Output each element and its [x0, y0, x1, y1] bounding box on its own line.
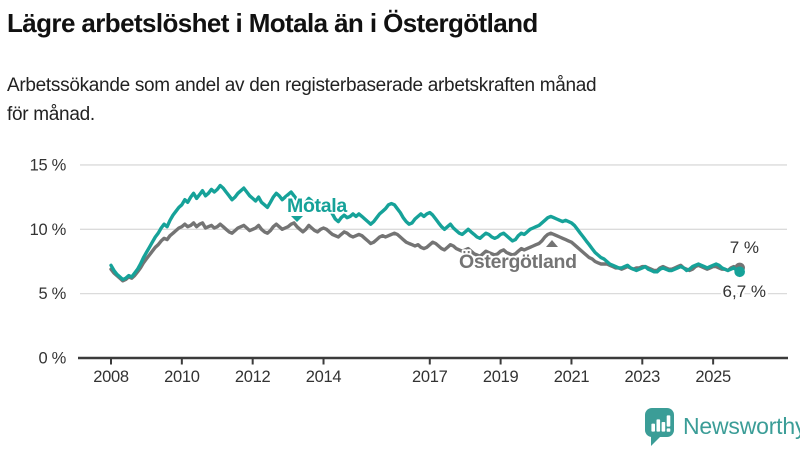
- x-tick-label: 2014: [306, 368, 342, 386]
- chart-subtitle: Arbetssökande som andel av den registerb…: [7, 75, 597, 125]
- x-tick-label: 2012: [235, 368, 271, 386]
- newsworthy-icon: [645, 408, 674, 446]
- x-tick-label: 2010: [164, 368, 200, 386]
- series-label: Motala: [287, 195, 347, 217]
- series-label-pointer: [546, 240, 558, 247]
- series-end-value-label: 7 %: [730, 238, 759, 257]
- chart-title: Lägre arbetslöshet i Motala än i Östergö…: [7, 8, 538, 38]
- x-tick-label: 2023: [625, 368, 661, 386]
- series-line-ostergotland: [109, 221, 742, 283]
- series-label: Östergötland: [459, 250, 577, 273]
- x-tick-label: 2025: [695, 368, 731, 386]
- x-tick-label: 2019: [483, 368, 519, 386]
- series-label-pointer: [291, 216, 303, 222]
- y-tick-label: 0 %: [38, 350, 66, 368]
- logo-bubble-tail: [651, 436, 661, 446]
- y-tick-label: 15 %: [30, 156, 67, 174]
- x-tick-label: 2008: [93, 368, 129, 386]
- x-tick-label: 2017: [412, 368, 448, 386]
- logo-bars: [651, 419, 666, 432]
- series-line-motala: [109, 183, 742, 282]
- newsworthy-wordmark: Newsworthy: [683, 413, 800, 439]
- y-tick-label: 10 %: [30, 221, 67, 239]
- newsworthy-logo: Newsworthy: [644, 406, 800, 447]
- series-end-dot: [734, 266, 745, 278]
- logo-exclamation: [666, 415, 671, 432]
- y-tick-label: 5 %: [38, 285, 66, 303]
- series-end-value-label: 6,7 %: [723, 282, 766, 301]
- x-tick-label: 2021: [554, 368, 590, 386]
